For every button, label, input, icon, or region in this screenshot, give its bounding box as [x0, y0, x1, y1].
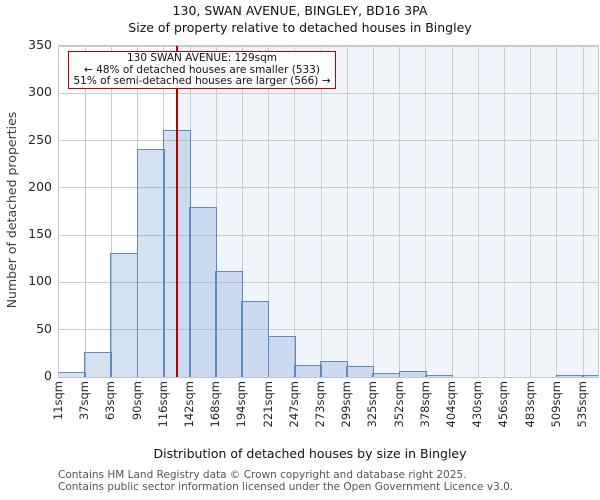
x-tick-label: 63sqm: [103, 381, 118, 421]
x-tick-label: 221sqm: [260, 381, 275, 428]
larger-properties-shaded-region: [177, 46, 598, 377]
x-tick-label: 509sqm: [548, 381, 563, 428]
x-tick-label: 299sqm: [339, 381, 354, 428]
x-tick-label: 168sqm: [208, 381, 223, 428]
histogram-bar: [215, 271, 243, 377]
histogram-bar: [320, 361, 348, 377]
chart-subtitle: Size of property relative to detached ho…: [128, 20, 472, 35]
x-tick-label: 325sqm: [365, 381, 380, 428]
x-tick-label: 37sqm: [77, 381, 92, 421]
vertical-gridline: [477, 46, 479, 377]
histogram-bar-overflow: [582, 374, 598, 377]
vertical-gridline: [451, 46, 453, 377]
horizontal-gridline: [59, 140, 598, 142]
x-axis-title: Distribution of detached houses by size …: [153, 446, 467, 461]
histogram-bar: [294, 365, 322, 377]
x-tick-label: 430sqm: [470, 381, 485, 428]
x-tick-label: 247sqm: [286, 381, 301, 428]
y-tick-label: 200: [28, 178, 52, 194]
vertical-gridline: [110, 46, 112, 377]
x-tick-label: 11sqm: [51, 381, 65, 421]
y-tick-label: 250: [28, 131, 52, 147]
footer-attribution-line-2: Contains public sector information licen…: [58, 481, 514, 493]
y-tick-label: 50: [36, 320, 52, 336]
horizontal-gridline: [59, 234, 598, 236]
annotation-line-1: 130 SWAN AVENUE: 129sqm: [126, 52, 277, 64]
vertical-gridline: [425, 46, 427, 377]
histogram-bar: [268, 335, 296, 377]
histogram-bar: [399, 370, 427, 377]
horizontal-gridline: [59, 329, 598, 331]
x-tick-label: 194sqm: [234, 381, 249, 428]
vertical-gridline: [556, 46, 558, 377]
x-tick-label: 404sqm: [444, 381, 458, 428]
y-tick-label: 100: [28, 273, 52, 289]
annotation-line-2: ← 48% of detached houses are smaller (53…: [84, 63, 320, 76]
histogram-bar: [425, 374, 453, 377]
histogram-bar: [59, 371, 86, 377]
subject-property-marker-line: [176, 46, 178, 377]
horizontal-gridline: [59, 46, 598, 47]
vertical-gridline: [84, 46, 86, 377]
histogram-bar: [110, 252, 138, 377]
horizontal-gridline: [59, 92, 598, 94]
footer-attribution-line-1: Contains HM Land Registry data © Crown c…: [58, 469, 467, 481]
vertical-gridline: [399, 46, 401, 377]
x-tick-label: 456sqm: [496, 381, 511, 428]
histogram-bar: [556, 374, 584, 377]
vertical-gridline: [346, 46, 348, 377]
x-tick-label: 352sqm: [391, 381, 406, 428]
histogram-bar: [241, 300, 269, 377]
subject-property-annotation-box: 130 SWAN AVENUE: 129sqm ← 48% of detache…: [68, 51, 336, 89]
vertical-gridline: [582, 46, 584, 377]
horizontal-gridline: [59, 281, 598, 283]
vertical-gridline: [372, 46, 374, 377]
x-tick-label: 90sqm: [129, 381, 144, 421]
x-tick-label: 378sqm: [417, 381, 432, 428]
vertical-gridline: [530, 46, 532, 377]
y-tick-label: 300: [28, 84, 52, 100]
histogram-bar: [346, 366, 374, 377]
y-tick-label: 150: [28, 226, 52, 242]
vertical-gridline: [268, 46, 270, 377]
x-tick-label: 535sqm: [575, 381, 589, 428]
y-tick-label: 0: [44, 368, 52, 383]
vertical-gridline: [294, 46, 296, 377]
vertical-gridline: [503, 46, 505, 377]
histogram-bar: [84, 351, 112, 377]
annotation-line-3: 51% of semi-detached houses are larger (…: [73, 75, 331, 88]
vertical-gridline: [241, 46, 243, 377]
x-tick-label: 116sqm: [155, 381, 170, 428]
chart-title: 130, SWAN AVENUE, BINGLEY, BD16 3PA: [172, 3, 428, 18]
vertical-gridline: [320, 46, 322, 377]
plot-area: 130 SWAN AVENUE: 129sqm ← 48% of detache…: [58, 45, 599, 378]
y-tick-label: 350: [28, 37, 52, 52]
histogram-bar: [372, 372, 400, 377]
histogram-bar: [189, 207, 217, 377]
horizontal-gridline: [59, 187, 598, 189]
y-axis-label: Number of detached properties: [4, 111, 19, 309]
x-tick-label: 142sqm: [182, 381, 196, 428]
histogram-bar: [137, 148, 165, 377]
x-tick-label: 483sqm: [522, 381, 537, 428]
x-tick-label: 273sqm: [313, 381, 327, 428]
